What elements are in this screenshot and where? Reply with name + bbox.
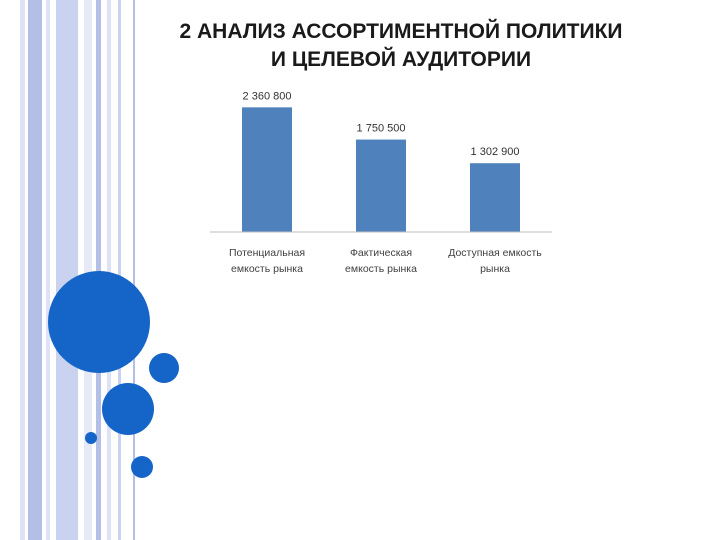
category-label: Потенциальная bbox=[229, 247, 305, 259]
stripe bbox=[107, 0, 111, 540]
data-label: 1 302 900 bbox=[471, 146, 520, 158]
category-label: рынка bbox=[480, 263, 510, 275]
data-label: 2 360 800 bbox=[243, 90, 292, 102]
bar bbox=[356, 139, 406, 232]
decorative-circle-large bbox=[48, 271, 150, 373]
stripe bbox=[56, 0, 78, 540]
bar bbox=[470, 163, 520, 232]
slide-title-line-1: 2 АНАЛИЗ АССОРТИМЕНТНОЙ ПОЛИТИКИ bbox=[179, 20, 623, 43]
decorative-circle-medium bbox=[102, 383, 154, 435]
stripe bbox=[20, 0, 25, 540]
stripe bbox=[28, 0, 42, 540]
slide-title: 2 АНАЛИЗ АССОРТИМЕНТНОЙ ПОЛИТИКИ И ЦЕЛЕВ… bbox=[130, 18, 672, 74]
category-label: Доступная емкость bbox=[448, 247, 542, 259]
stripe bbox=[118, 0, 121, 540]
bar bbox=[242, 107, 292, 232]
slide-title-line-2: И ЦЕЛЕВОЙ АУДИТОРИИ bbox=[270, 48, 532, 71]
decorative-stripes bbox=[0, 0, 140, 540]
category-label: емкость рынка bbox=[231, 263, 303, 275]
category-label: емкость рынка bbox=[345, 263, 417, 275]
decorative-circle-tiny bbox=[85, 432, 97, 444]
stripe bbox=[84, 0, 92, 540]
stripe bbox=[46, 0, 50, 540]
category-label: Фактическая bbox=[350, 247, 412, 259]
stripe bbox=[133, 0, 135, 540]
decorative-circle-small bbox=[149, 353, 179, 383]
data-label: 1 750 500 bbox=[357, 123, 406, 135]
stripe bbox=[96, 0, 101, 540]
decorative-circle-small-2 bbox=[131, 456, 153, 478]
